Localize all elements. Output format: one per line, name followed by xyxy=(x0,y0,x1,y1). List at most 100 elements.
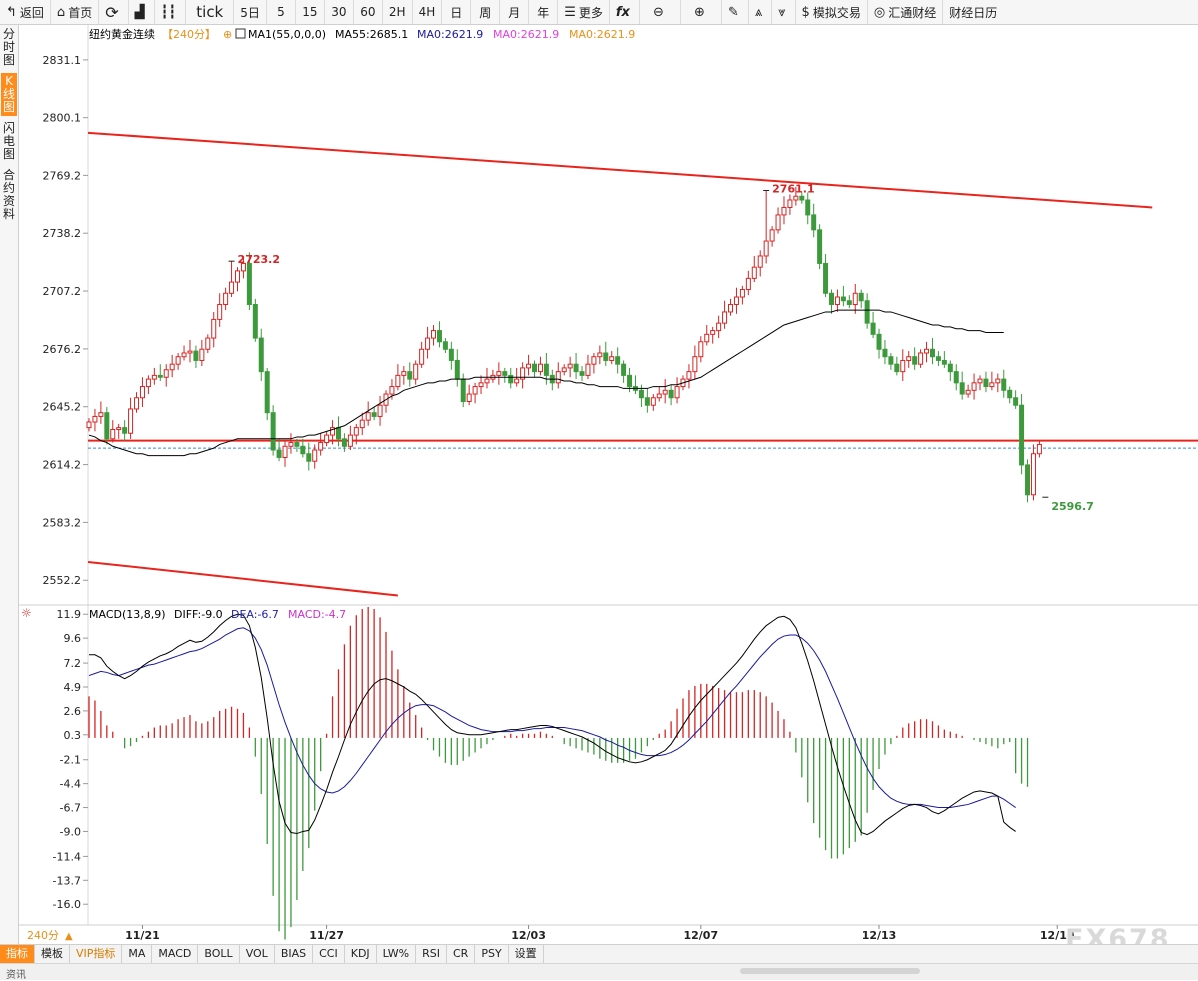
candle-body xyxy=(811,214,817,231)
zoom-out-button[interactable]: ⊖ xyxy=(640,0,681,24)
refresh-button[interactable]: ⟳ xyxy=(99,0,129,24)
candle-body xyxy=(1019,404,1025,466)
trend-line xyxy=(87,131,1153,209)
candle-body xyxy=(858,292,864,302)
legend-period: 【240分】 xyxy=(162,28,216,41)
candle-body xyxy=(965,389,971,395)
candle-body xyxy=(448,348,454,361)
candle-body xyxy=(846,300,852,305)
period-30[interactable]: 30 xyxy=(325,0,354,24)
candle-body xyxy=(935,356,941,361)
tab-psy[interactable]: PSY xyxy=(475,945,509,963)
tab-vip[interactable]: VIP指标 xyxy=(70,945,123,963)
candle-body xyxy=(157,374,163,378)
date-tick-label: 12/03 xyxy=(511,929,546,942)
candle-body xyxy=(508,374,514,384)
candle-body xyxy=(823,262,829,294)
candle-body xyxy=(116,427,122,430)
candle-body xyxy=(924,348,930,354)
sidebar-item-flash[interactable]: 闪电图 xyxy=(2,121,15,161)
period-week[interactable]: 周 xyxy=(471,0,501,24)
candle-body xyxy=(710,330,716,335)
candle-body xyxy=(722,311,728,324)
tab-ma[interactable]: MA xyxy=(122,945,153,963)
horizontal-scrollbar[interactable]: 资讯 xyxy=(0,963,1198,981)
candle-body xyxy=(353,427,359,436)
fx-icon: fx xyxy=(615,4,630,20)
period-5[interactable]: 5 xyxy=(267,0,296,24)
candle-body xyxy=(959,382,965,395)
candle-body xyxy=(98,412,104,417)
candle-body xyxy=(258,337,264,373)
tick-button[interactable]: tick xyxy=(186,0,235,24)
tab-rsi[interactable]: RSI xyxy=(416,945,447,963)
period-60[interactable]: 60 xyxy=(354,0,383,24)
candle-body xyxy=(407,371,413,380)
sidebar-item-timeshare[interactable]: 分时图 xyxy=(2,27,15,67)
tab-macd[interactable]: MACD xyxy=(152,945,199,963)
period-badge-label: 240分 xyxy=(27,929,59,942)
calendar-button[interactable]: 财经日历 xyxy=(949,5,998,20)
bar-chart-icon: ▟ xyxy=(134,4,145,20)
candle-body xyxy=(365,412,371,421)
candle-body xyxy=(912,356,918,365)
candle-body xyxy=(288,442,294,447)
period-badge[interactable]: 240分 ▲ xyxy=(19,927,84,942)
left-sidebar: 分时图 K线图 闪电图 合约资料 xyxy=(0,25,19,955)
scrollbar-thumb[interactable] xyxy=(740,968,920,974)
tab-bias[interactable]: BIAS xyxy=(275,945,314,963)
sidebar-item-contract[interactable]: 合约资料 xyxy=(2,168,15,221)
candle-body xyxy=(145,378,151,388)
candle-body xyxy=(644,397,650,406)
period-month[interactable]: 月 xyxy=(500,0,530,24)
macd-tick-label: 4.9 xyxy=(64,681,82,694)
macd-settings-icon[interactable]: ☼ xyxy=(21,606,32,620)
candle-body xyxy=(341,438,347,447)
macd-tick-label: -4.4 xyxy=(60,778,81,791)
tab-kdj[interactable]: KDJ xyxy=(345,945,377,963)
sidebar-item-kline[interactable]: K线图 xyxy=(1,73,17,116)
sim-trade-button[interactable]: $ 模拟交易 xyxy=(796,0,868,24)
draw-up-button[interactable]: ⩓ xyxy=(749,0,773,24)
tab-lw[interactable]: LW% xyxy=(377,945,417,963)
candle-body xyxy=(728,303,734,313)
kline-chart[interactable]: 2831.1 2800.1 2769.2 2738.2 2707.2 2676.2 2645… xyxy=(19,25,1198,943)
fx-news-button[interactable]: ◎ 汇通财经 xyxy=(868,0,944,24)
period-4h[interactable]: 4H xyxy=(413,0,443,24)
period-day[interactable]: 日 xyxy=(442,0,472,24)
back-button[interactable]: ↰ 返回 xyxy=(0,0,51,24)
candle-body xyxy=(799,195,805,201)
period-2h[interactable]: 2H xyxy=(383,0,413,24)
candle-body xyxy=(442,341,448,350)
tab-settings[interactable]: 设置 xyxy=(509,945,544,963)
zoom-in-button[interactable]: ⊕ xyxy=(681,0,722,24)
period-15[interactable]: 15 xyxy=(296,0,325,24)
candlestick-button[interactable]: ┇┇ xyxy=(155,0,187,24)
candle-body xyxy=(757,255,763,268)
candle-body xyxy=(947,363,953,373)
tab-templates[interactable]: 模板 xyxy=(35,945,70,963)
period-5d[interactable]: 5日 xyxy=(234,0,267,24)
formula-button[interactable]: fx xyxy=(610,0,640,24)
candle-body xyxy=(484,378,490,384)
chart-type-button[interactable]: ▟ xyxy=(129,0,155,24)
toolbar: ↰ 返回 ⌂ 首页 ⟳ ▟ ┇┇ tick 5日 5 15 30 60 2H 4H … xyxy=(0,0,1198,25)
tab-cr[interactable]: CR xyxy=(447,945,476,963)
price-panel: 2831.1 2800.1 2769.2 2738.2 2707.2 2676.2 2645… xyxy=(19,25,1198,926)
draw-pen-button[interactable]: ✎ xyxy=(722,0,749,24)
period-year[interactable]: 年 xyxy=(529,0,559,24)
home-button[interactable]: ⌂ 首页 xyxy=(51,0,100,24)
legend-gear-icon[interactable]: ⊕ xyxy=(223,28,232,41)
candle-body xyxy=(876,333,882,350)
more-button[interactable]: ☰ 更多 xyxy=(558,0,610,24)
tab-indicators[interactable]: 指标 xyxy=(0,945,35,963)
legend-ma55: MA55:2685.1 xyxy=(335,28,408,41)
candle-body xyxy=(983,378,989,388)
tab-vol[interactable]: VOL xyxy=(240,945,275,963)
tab-cci[interactable]: CCI xyxy=(313,945,345,963)
candle-body xyxy=(175,356,181,365)
tab-boll[interactable]: BOLL xyxy=(198,945,240,963)
candle-body xyxy=(603,352,609,361)
candle-body xyxy=(567,363,573,369)
draw-down-button[interactable]: ⩔ xyxy=(772,0,796,24)
